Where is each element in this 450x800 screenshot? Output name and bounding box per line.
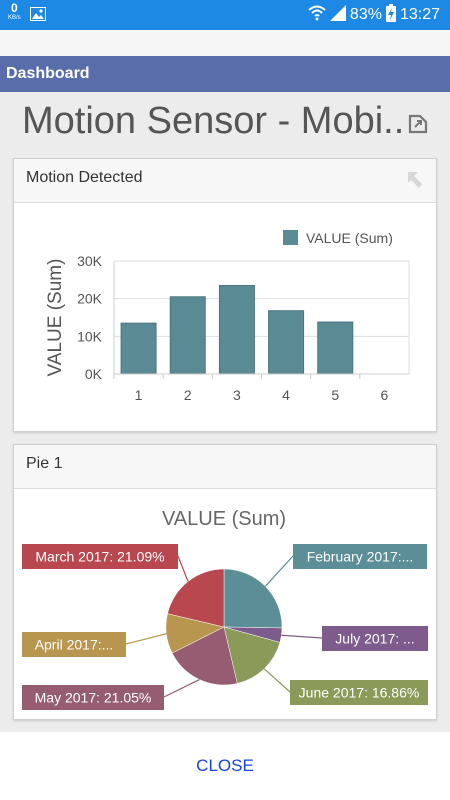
- app-bar-title: Dashboard: [6, 65, 90, 82]
- pie-label: June 2017: 16.86%: [299, 685, 420, 701]
- image-icon: [30, 7, 46, 26]
- network-speed-unit: KB/s: [8, 15, 21, 21]
- battery-percent: 83%: [349, 6, 382, 23]
- pie-leader-line: [263, 668, 291, 693]
- pie-label: February 2017:...: [307, 549, 414, 565]
- pie-leader-line: [177, 555, 189, 582]
- dialog-footer: CLOSE: [0, 732, 450, 800]
- pie-label-box: [22, 544, 178, 569]
- clock: 13:27: [399, 6, 440, 23]
- pie-label: May 2017: 21.05%: [35, 690, 152, 706]
- network-speed: 0 KB/s: [8, 1, 21, 23]
- pie-label: July 2017: ...: [335, 631, 414, 647]
- card-header: Motion Detected: [14, 159, 436, 203]
- card-header: Pie 1: [14, 445, 436, 489]
- y-axis-label: VALUE (Sum): [45, 259, 66, 377]
- y-tick-label: 0K: [85, 366, 103, 382]
- pie-label-box: [322, 626, 428, 651]
- pie-label: March 2017: 21.09%: [35, 549, 164, 565]
- signal-icon: [329, 4, 346, 26]
- pie-slice[interactable]: [167, 568, 225, 628]
- y-tick-label: 20K: [77, 291, 103, 307]
- network-speed-value: 0: [10, 1, 18, 15]
- pie-card: Pie 1 VALUE (Sum) February 2017:... July 2…: [13, 444, 437, 720]
- pie-leader-line: [264, 555, 294, 587]
- export-icon[interactable]: [406, 112, 430, 141]
- card-title: Pie 1: [26, 455, 63, 472]
- battery-charging-icon: [385, 3, 396, 27]
- legend-label: VALUE (Sum): [306, 230, 393, 246]
- close-button[interactable]: CLOSE: [196, 756, 254, 775]
- bar[interactable]: [120, 322, 157, 375]
- bar[interactable]: [317, 321, 354, 375]
- y-tick-label: 10K: [77, 328, 103, 344]
- y-tick-label: 30K: [77, 253, 103, 269]
- dashboard-content[interactable]: Motion Sensor - Mobi... Motion Detected …: [0, 92, 450, 732]
- pie-title: VALUE (Sum): [162, 508, 286, 530]
- top-spacer: [0, 30, 450, 56]
- x-tick-label: 4: [282, 387, 290, 403]
- expand-icon[interactable]: [406, 170, 424, 195]
- page-title: Motion Sensor - Mobi...: [22, 100, 402, 142]
- x-tick-label: 3: [233, 387, 241, 403]
- pie-leader-line: [281, 634, 323, 639]
- pie-slice[interactable]: [171, 626, 238, 686]
- pie-slice[interactable]: [223, 626, 281, 684]
- pie-label-box: [293, 544, 427, 569]
- x-tick-label: 6: [381, 387, 389, 403]
- bar[interactable]: [218, 284, 255, 375]
- pie-slice[interactable]: [223, 568, 283, 629]
- x-tick-label: 2: [184, 387, 192, 403]
- pie-leader-line: [125, 633, 167, 645]
- bar[interactable]: [268, 310, 305, 375]
- pie-chart: VALUE (Sum) February 2017:... July 2017: .…: [22, 508, 428, 710]
- pie-label: April 2017:...: [35, 637, 114, 653]
- motion-detected-card: Motion Detected 0K 10K 20K 30K 1 2 3 4 5 6 VALUE (…: [13, 158, 437, 432]
- pie-label-box: [22, 685, 164, 710]
- status-bar: 0 KB/s 83% 13:27: [0, 0, 450, 30]
- wifi-icon: [308, 5, 326, 26]
- legend-swatch: [283, 230, 298, 245]
- bar[interactable]: [169, 296, 206, 375]
- pie-label-box: [290, 680, 428, 705]
- pie-leader-line: [163, 679, 200, 698]
- app-bar: Dashboard: [0, 56, 450, 92]
- card-title: Motion Detected: [26, 169, 143, 186]
- x-tick-label: 5: [331, 387, 339, 403]
- pie-label-box: [22, 632, 126, 657]
- bar-chart: 0K 10K 20K 30K 1 2 3 4 5 6 VALUE (Sum) VALUE (Sum): [45, 230, 410, 403]
- x-tick-label: 1: [135, 387, 143, 403]
